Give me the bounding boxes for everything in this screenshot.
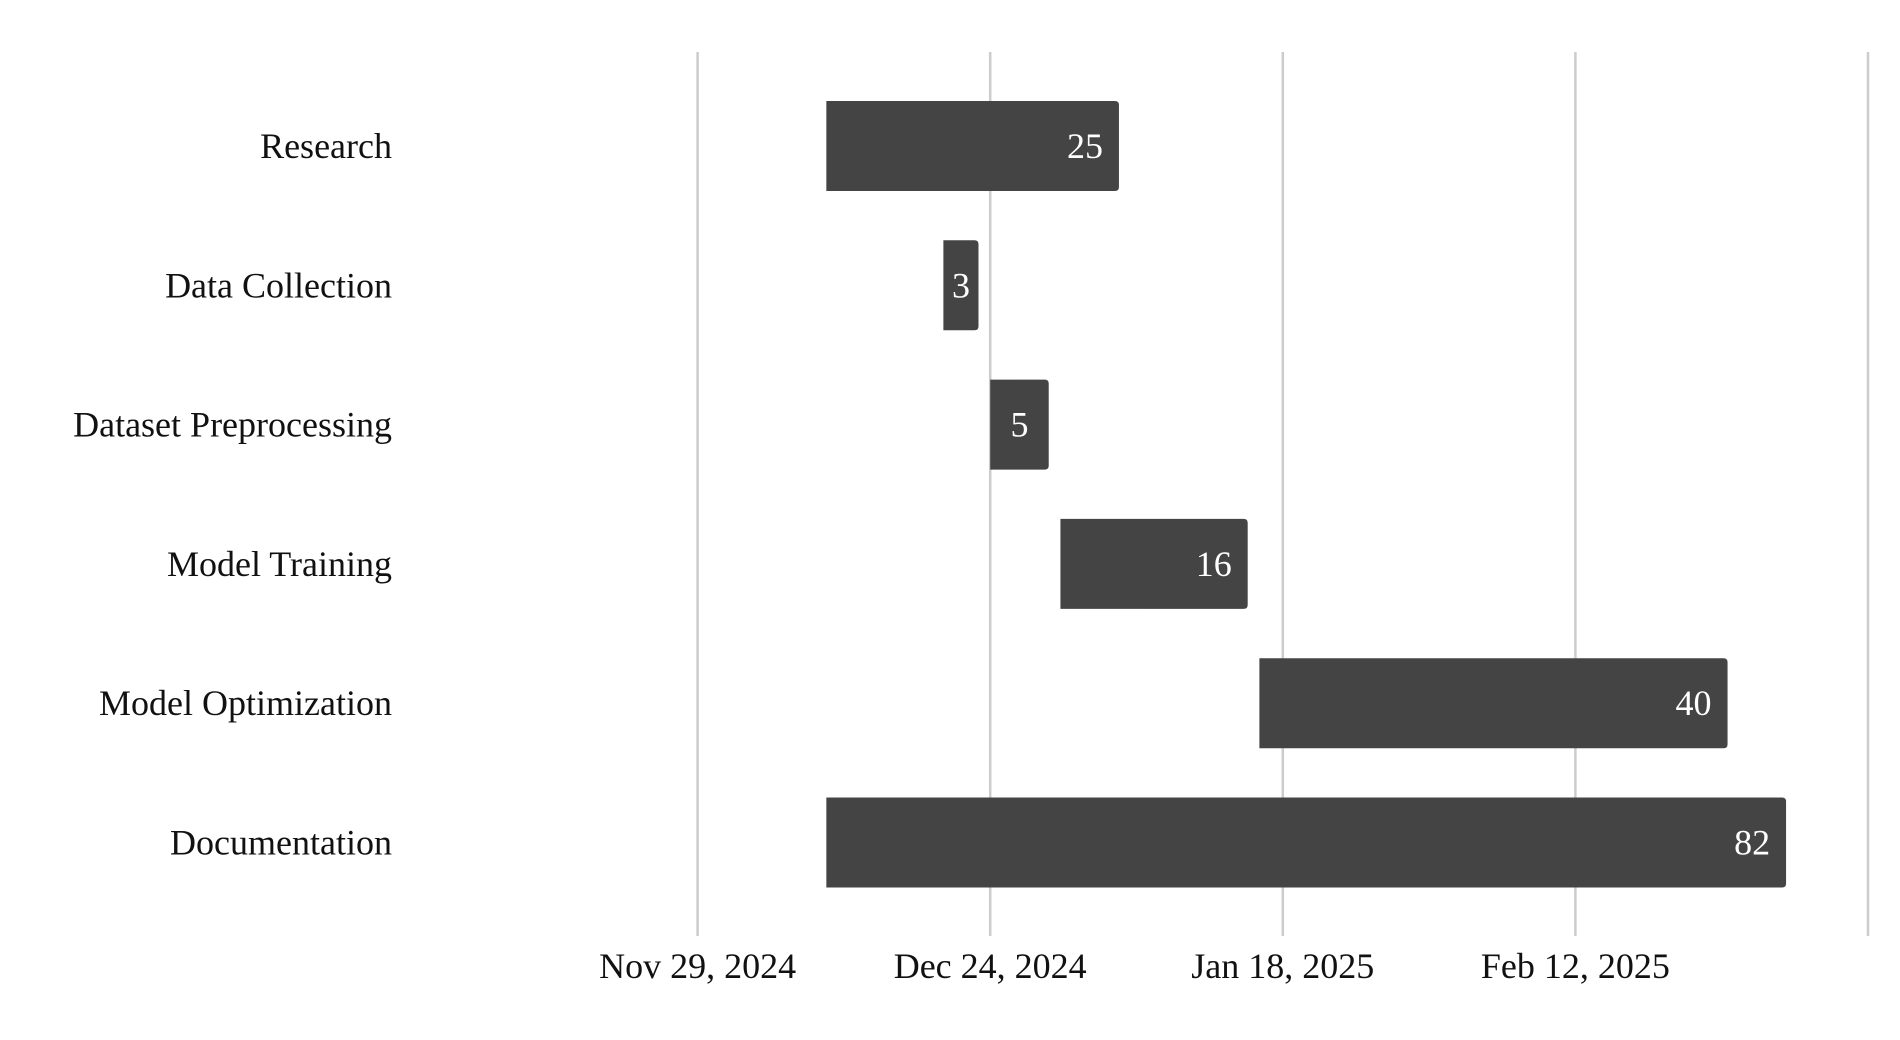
task-bar <box>1259 658 1728 749</box>
task-name-label: Model Training <box>167 544 392 584</box>
x-tick-label: Jan 18, 2025 <box>1191 946 1374 986</box>
task-bar <box>943 240 979 331</box>
task-duration-label: 82 <box>1734 823 1770 863</box>
x-tick-label: Feb 12, 2025 <box>1481 946 1670 986</box>
task-name-label: Dataset Preprocessing <box>73 405 392 445</box>
task-duration-label: 5 <box>1010 405 1028 445</box>
task-duration-label: 25 <box>1067 126 1103 166</box>
task-name-label: Model Optimization <box>99 683 392 723</box>
x-tick-label: Dec 24, 2024 <box>894 946 1087 986</box>
task-name-label: Research <box>260 126 392 166</box>
task-bar <box>826 797 1787 888</box>
task-bar <box>1060 518 1248 609</box>
x-tick-label: Nov 29, 2024 <box>599 946 796 986</box>
task-duration-label: 3 <box>952 265 970 305</box>
task-name-label: Documentation <box>170 823 392 863</box>
task-bars: 25 3 5 16 40 82 <box>826 101 1787 888</box>
task-bar <box>990 379 1049 470</box>
x-axis-ticks: Nov 29, 2024 Dec 24, 2024 Jan 18, 2025 Feb … <box>599 946 1670 986</box>
task-bar <box>826 101 1119 191</box>
task-name-label: Data Collection <box>165 265 392 305</box>
grid-lines <box>696 52 1870 936</box>
task-duration-label: 40 <box>1676 683 1712 723</box>
task-duration-label: 16 <box>1196 544 1232 584</box>
task-labels: Research Data Collection Dataset Preproces… <box>73 126 392 863</box>
